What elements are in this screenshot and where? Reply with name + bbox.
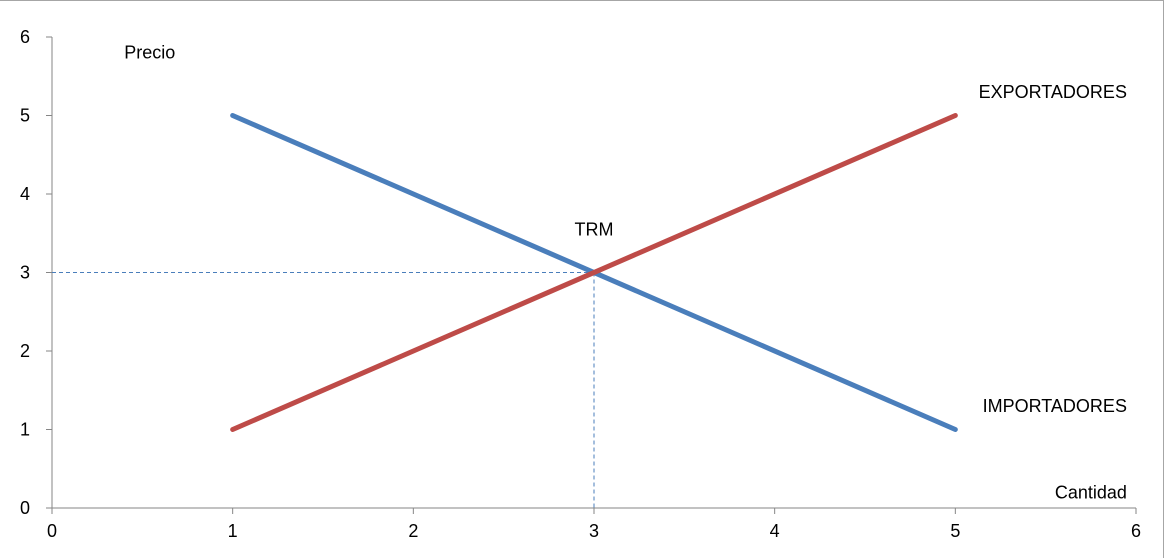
importers-label: IMPORTADORES bbox=[983, 396, 1127, 416]
x-tick-label: 5 bbox=[950, 521, 960, 541]
x-tick-label: 4 bbox=[770, 521, 780, 541]
exporters-label: EXPORTADORES bbox=[979, 82, 1127, 102]
x-tick-label: 6 bbox=[1131, 521, 1141, 541]
y-tick-label: 5 bbox=[20, 106, 30, 126]
x-axis-label: Cantidad bbox=[1055, 482, 1127, 502]
tick-labels: 0 1 2 3 4 5 6 0 1 2 3 4 5 6 bbox=[20, 27, 1141, 541]
x-tick-label: 0 bbox=[47, 521, 57, 541]
x-tick-label: 1 bbox=[228, 521, 238, 541]
series-lines bbox=[230, 113, 958, 432]
reference-lines bbox=[52, 272, 595, 508]
y-axis-label: Precio bbox=[124, 43, 175, 63]
x-tick-label: 2 bbox=[408, 521, 418, 541]
y-tick-label: 1 bbox=[20, 420, 30, 440]
y-tick-label: 6 bbox=[20, 27, 30, 47]
annotations: Precio Cantidad TRM EXPORTADORES IMPORTA… bbox=[124, 43, 1127, 503]
y-tick-label: 3 bbox=[20, 263, 30, 283]
series-line-exportadores bbox=[230, 113, 958, 432]
y-tick-label: 4 bbox=[20, 184, 30, 204]
y-tick-label: 2 bbox=[20, 341, 30, 361]
equilibrium-label: TRM bbox=[575, 219, 614, 239]
x-tick-label: 3 bbox=[589, 521, 599, 541]
y-tick-label: 0 bbox=[20, 498, 30, 518]
